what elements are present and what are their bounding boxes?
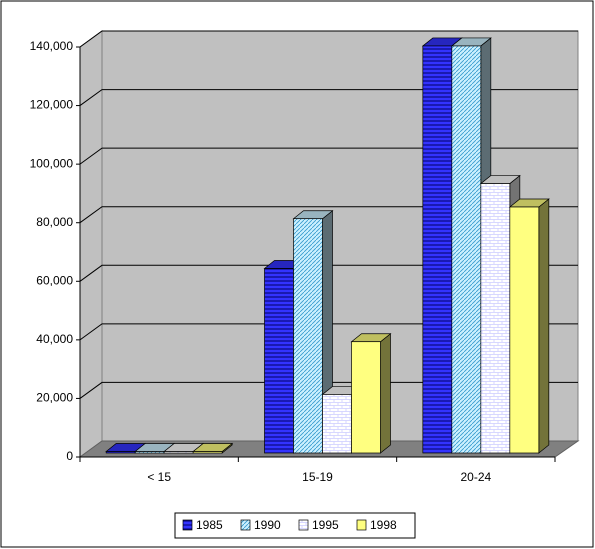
bar-side: [380, 332, 391, 454]
legend-label: 1985: [196, 518, 223, 532]
grid-line: [79, 264, 578, 282]
grid-line: [79, 147, 578, 165]
grid-line: [79, 206, 578, 224]
bar: [105, 451, 136, 454]
legend-label: 1990: [254, 518, 281, 532]
y-tick-label: 20,000: [36, 391, 73, 405]
bar: [351, 341, 381, 454]
legend: 1985 1990 1995 1998: [182, 518, 397, 532]
grid-line: [79, 30, 578, 48]
bar: [509, 206, 540, 454]
side-wall: [79, 30, 103, 458]
bar: [264, 268, 294, 454]
grid-line: [79, 89, 578, 106]
y-tick-label: 120,000: [30, 98, 74, 112]
grid-line: [79, 323, 578, 341]
legend-label: 1995: [312, 518, 339, 532]
y-tick-label: 40,000: [36, 332, 73, 346]
grid: [79, 30, 578, 399]
legend-swatch: [298, 519, 309, 531]
bar: [322, 394, 352, 454]
bar-side: [538, 198, 550, 454]
legend-box: [174, 512, 416, 539]
x-tick-label: 20-24: [460, 470, 491, 484]
y-tick-label: 100,000: [30, 156, 74, 170]
bar: [480, 183, 511, 454]
bar: [293, 218, 323, 454]
y-tick-label: 80,000: [36, 215, 73, 229]
legend-swatch: [356, 519, 367, 531]
legend-label: 1998: [370, 518, 397, 532]
x-tick-label: < 15: [147, 470, 171, 484]
y-tick-label: 140,000: [30, 39, 74, 53]
legend-swatch: [182, 519, 193, 531]
y-tick-label: 0: [66, 449, 73, 463]
bar: [163, 451, 194, 454]
bars: [105, 37, 550, 454]
bar: [134, 451, 165, 454]
legend-swatch: [240, 519, 251, 531]
labels: 0 20,000 40,000 60,000 80,000 100,000 120,000 1…: [30, 39, 556, 484]
bar: [451, 45, 482, 454]
grid-line: [79, 381, 578, 399]
x-tick-label: 15-19: [302, 470, 333, 484]
y-tick-label: 60,000: [36, 273, 73, 287]
bar: [192, 451, 223, 454]
bar: [422, 45, 453, 454]
